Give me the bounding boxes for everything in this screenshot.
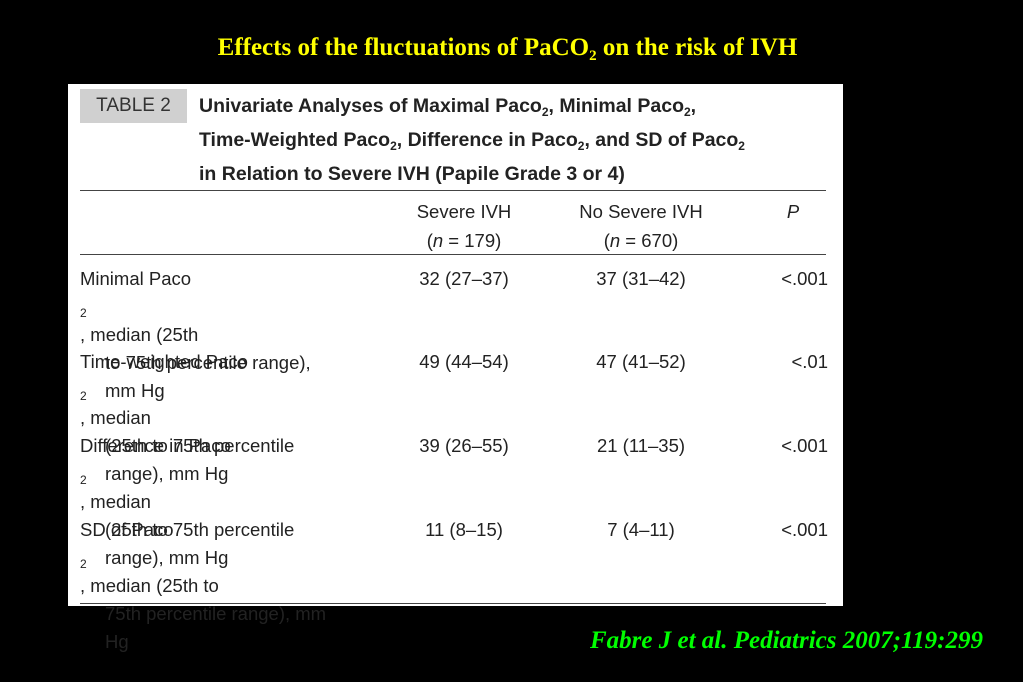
column-header-severe-ivh: Severe IVH (n = 179) <box>416 201 512 251</box>
table-cell: 39 (26–55) <box>419 435 509 456</box>
table-caption: Univariate Analyses of Maximal Paco2, Mi… <box>199 95 745 185</box>
table-bottom-rule <box>80 603 826 604</box>
table-cell: 47 (41–52) <box>596 351 686 372</box>
table-cell: 21 (11–35) <box>596 435 686 456</box>
table-cell: 37 (31–42) <box>596 268 686 289</box>
header-bottom-rule <box>80 254 826 255</box>
header-top-rule <box>80 190 826 191</box>
row-label-sd-paco2: SD of Paco 2, median (25th to 75th percen… <box>80 519 327 652</box>
row-label-difference-paco2: Difference in Paco 2, median (25th to 75t… <box>80 435 295 568</box>
column-header-no-severe-ivh: No Severe IVH (n = 670) <box>579 201 703 251</box>
table-cell: 11 (8–15) <box>425 519 503 540</box>
table-cell: 7 (4–11) <box>607 519 675 540</box>
table-image: TABLE 2 Univariate Analyses of Maximal P… <box>68 84 843 652</box>
row-label-time-weighted-paco2: Time-weighted Paco 2, median (25th to 75t… <box>80 351 295 484</box>
table-cell: <.001 <box>781 268 828 289</box>
table-number-label: TABLE 2 <box>80 89 187 123</box>
table-cell: 49 (44–54) <box>419 351 509 372</box>
citation: Fabre J et al. Pediatrics 2007;119:299 <box>589 627 983 654</box>
table-cell: <.001 <box>781 435 828 456</box>
slide-title: Effects of the fluctuations of PaCO2 on … <box>217 34 798 64</box>
row-label-minimal-paco2: Minimal Paco 2, median (25th to 75th perc… <box>80 268 311 401</box>
column-header-p-value: P <box>786 201 800 222</box>
table-cell: <.01 <box>791 351 828 372</box>
table-cell: 32 (27–37) <box>419 268 509 289</box>
table-cell: <.001 <box>781 519 828 540</box>
